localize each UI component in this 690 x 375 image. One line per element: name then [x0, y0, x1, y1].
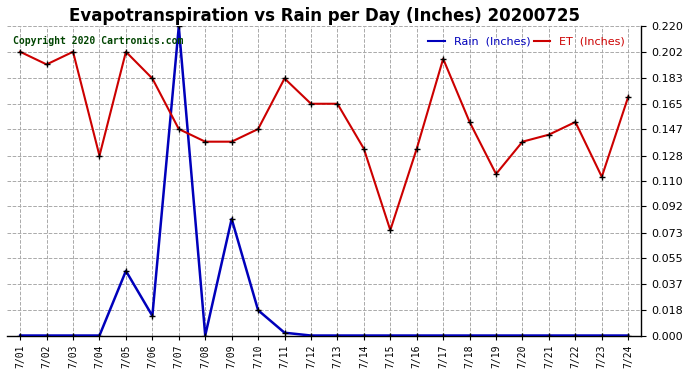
Title: Evapotranspiration vs Rain per Day (Inches) 20200725: Evapotranspiration vs Rain per Day (Inch… [69, 7, 580, 25]
Text: Copyright 2020 Cartronics.com: Copyright 2020 Cartronics.com [13, 36, 184, 46]
Legend: Rain  (Inches), ET  (Inches): Rain (Inches), ET (Inches) [424, 32, 629, 51]
